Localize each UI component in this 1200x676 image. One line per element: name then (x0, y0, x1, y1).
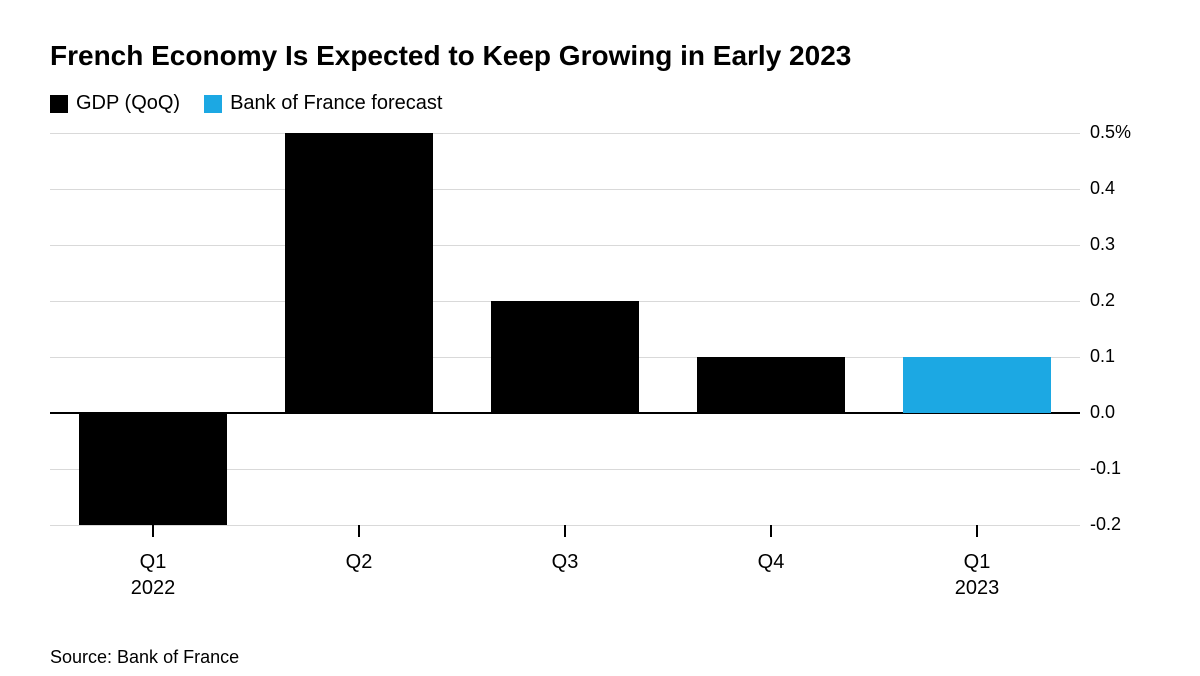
x-axis-label: Q4 (758, 549, 785, 575)
legend-label-gdp: GDP (QoQ) (76, 92, 180, 115)
chart-container: French Economy Is Expected to Keep Growi… (0, 0, 1200, 676)
y-tick-label: 0.1 (1090, 346, 1150, 367)
chart: 0.5%0.40.30.20.10.0-0.1-0.2 Q12022Q2Q3Q4… (50, 133, 1150, 619)
y-tick-label: -0.1 (1090, 458, 1150, 479)
bar (491, 301, 639, 413)
gridline (50, 245, 1080, 246)
x-tick-mark (770, 525, 772, 537)
y-tick-label: 0.2 (1090, 290, 1150, 311)
x-tick-mark (976, 525, 978, 537)
x-tick-mark (564, 525, 566, 537)
bar (79, 413, 227, 525)
y-tick-label: 0.5% (1090, 122, 1150, 143)
chart-source: Source: Bank of France (50, 647, 1150, 668)
y-tick-label: 0.0 (1090, 402, 1150, 423)
y-tick-label: 0.4 (1090, 178, 1150, 199)
legend-swatch-gdp (50, 95, 68, 113)
x-tick-mark (152, 525, 154, 537)
chart-title: French Economy Is Expected to Keep Growi… (50, 40, 1150, 72)
y-tick-label: 0.3 (1090, 234, 1150, 255)
x-axis-labels: Q12022 Q2 Q3 Q4 Q12023 (50, 549, 1150, 619)
x-axis-label: Q12022 (131, 549, 176, 601)
x-axis-label: Q2 (346, 549, 373, 575)
legend-item-gdp: GDP (QoQ) (50, 92, 180, 115)
gridline (50, 189, 1080, 190)
x-axis-label: Q12023 (955, 549, 1000, 601)
gridline (50, 133, 1080, 134)
bar (903, 357, 1051, 413)
x-axis-label: Q3 (552, 549, 579, 575)
legend: GDP (QoQ) Bank of France forecast (50, 92, 1150, 115)
legend-label-forecast: Bank of France forecast (230, 92, 442, 115)
x-tick-mark (358, 525, 360, 537)
plot-area: 0.5%0.40.30.20.10.0-0.1-0.2 (50, 133, 1150, 525)
x-tick-marks (50, 525, 1150, 539)
bar (697, 357, 845, 413)
bar (285, 133, 433, 413)
legend-item-forecast: Bank of France forecast (204, 92, 442, 115)
legend-swatch-forecast (204, 95, 222, 113)
